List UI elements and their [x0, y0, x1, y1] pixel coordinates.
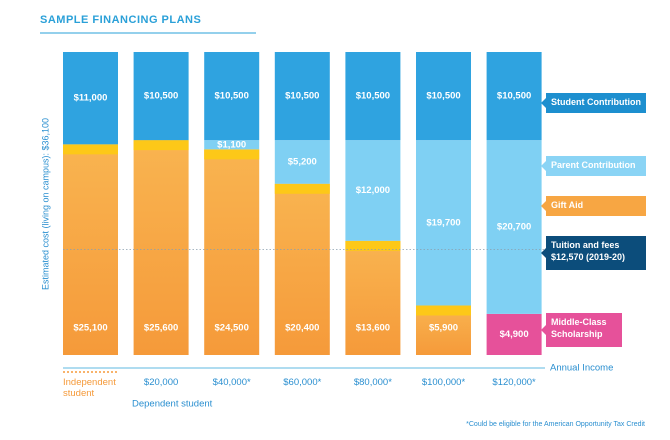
value-label: $10,500: [144, 91, 178, 102]
value-label: $10,500: [215, 91, 249, 102]
footnote: *Could be eligible for the American Oppo…: [466, 421, 645, 428]
x-group-label: Dependent student: [132, 399, 213, 410]
reference-label: Tuition and fees: [551, 240, 620, 250]
x-tick-label: $80,000*: [353, 377, 392, 388]
bar-segment: [345, 52, 401, 141]
bar-segment: [345, 240, 401, 355]
gift-aid-highlight: [204, 149, 260, 160]
reference-legend: Tuition and fees $12,570 (2019-20): [541, 236, 646, 270]
legend-entry: Parent Contribution: [541, 156, 646, 176]
value-label: $10,500: [426, 91, 460, 102]
bar-segment: [274, 140, 330, 184]
legend-entry: Gift Aid: [541, 196, 646, 216]
bar-segment: [204, 149, 260, 355]
value-label: $20,700: [497, 222, 531, 233]
value-label: $19,700: [426, 217, 460, 228]
bar-segment: [416, 140, 471, 306]
x-tick-label: $100,000*: [421, 377, 466, 388]
bar-segment: [204, 140, 260, 150]
bar-segment: [204, 52, 260, 141]
x-tick-label: $20,000: [143, 377, 179, 388]
gift-aid-highlight: [274, 183, 330, 194]
gift-aid-highlight: [345, 240, 401, 251]
value-label: $20,400: [285, 323, 319, 334]
x-tick-label: $40,000*: [212, 377, 251, 388]
value-label: $25,100: [73, 323, 107, 334]
value-label: $11,000: [74, 93, 108, 104]
value-label: $24,500: [215, 323, 249, 334]
chart-title: SAMPLE FINANCING PLANS: [40, 14, 201, 26]
bar-segment: [416, 52, 471, 141]
value-label: $1,100: [217, 139, 246, 150]
value-label: $13,600: [356, 323, 390, 334]
value-label: $12,000: [356, 185, 390, 196]
value-label: $10,500: [285, 91, 319, 102]
value-label: $4,900: [500, 329, 529, 340]
x-axis-label: Annual Income: [550, 363, 613, 374]
bar-segment: [63, 52, 118, 145]
gift-aid-highlight: [133, 140, 189, 151]
value-label: $25,600: [144, 323, 178, 334]
x-tick-label: $120,000*: [492, 377, 536, 388]
value-label: $5,900: [429, 323, 458, 334]
y-axis-label: Estimated cost (living on campus): $36,1…: [40, 118, 50, 290]
bar-segment: [274, 52, 330, 141]
value-label: $10,500: [497, 91, 531, 102]
bar-segment: [486, 313, 542, 355]
legend-entry: Student Contribution: [541, 93, 646, 113]
bar-segment: [133, 140, 189, 355]
value-label: $10,500: [356, 91, 390, 102]
bar-segment: [486, 52, 542, 141]
bar-segment: [133, 52, 189, 141]
value-label: $5,200: [288, 156, 317, 167]
reference-label: $12,570 (2019-20): [551, 252, 626, 262]
gift-aid-highlight: [63, 144, 118, 155]
bar-segment: [486, 140, 542, 314]
bar-segment: [274, 183, 330, 355]
gift-aid-highlight: [416, 305, 471, 316]
bar-segment: [345, 140, 401, 241]
legend-entry: Middle-Class Scholarship: [541, 313, 622, 347]
x-tick-label: $60,000*: [283, 377, 322, 388]
x-tick-label: Independent student: [63, 377, 116, 399]
